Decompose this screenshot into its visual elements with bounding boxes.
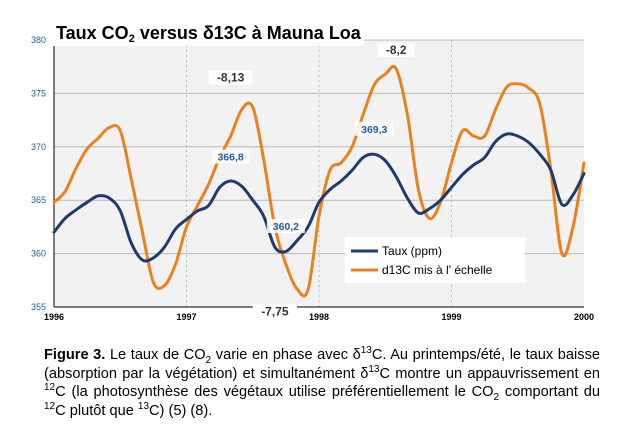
data-label: 369,3 bbox=[361, 124, 387, 136]
data-label: 360,2 bbox=[273, 221, 299, 233]
caption-text-2: varie en phase avec δ bbox=[211, 347, 361, 363]
data-label-background bbox=[211, 149, 250, 164]
data-label-background bbox=[378, 42, 415, 57]
caption-text-6: comportant du bbox=[499, 384, 600, 401]
data-label-background bbox=[355, 121, 394, 136]
axes: 355 360 365 370 375 380 1996 1997 1998 1999 2000 bbox=[31, 35, 594, 322]
x-tick-label: 1998 bbox=[309, 312, 329, 322]
caption-text-3: C. Au printemps/été, le taux baisse (abs… bbox=[44, 347, 600, 382]
figure-caption: Figure 3. Le taux de CO2 varie en phase … bbox=[44, 346, 600, 420]
x-tick-label: 1999 bbox=[441, 312, 461, 322]
y-tick-label: 370 bbox=[31, 142, 46, 152]
legend-box bbox=[345, 237, 525, 283]
chart-title-subscript: 2 bbox=[129, 33, 135, 45]
y-tick-label: 380 bbox=[31, 35, 46, 45]
chart-svg: 355 360 365 370 375 380 1996 1997 1998 1999 2000 -… bbox=[30, 19, 595, 322]
y-tick-label: 365 bbox=[31, 195, 46, 205]
caption-sup-3: 12 bbox=[44, 382, 56, 394]
data-label: -8,13 bbox=[217, 71, 245, 85]
caption-sup-1: 13 bbox=[360, 345, 372, 357]
svg-text:Taux CO2 versus δ13C à Mauna L: Taux CO2 versus δ13C à Mauna Loa bbox=[56, 23, 362, 45]
x-tick-label: 2000 bbox=[574, 312, 594, 322]
x-tick-label: 1996 bbox=[44, 312, 64, 322]
y-tick-label: 375 bbox=[31, 88, 46, 98]
x-tick-label: 1997 bbox=[176, 312, 196, 322]
data-label-background bbox=[208, 70, 253, 85]
legend: Taux (ppm) d13C mis à l' échelle bbox=[345, 237, 525, 283]
y-tick-label: 355 bbox=[31, 302, 46, 312]
caption-text-1: Le taux de CO bbox=[105, 347, 206, 363]
caption-text-4: C montre un appauvrissement en bbox=[379, 365, 600, 382]
legend-label-taux: Taux (ppm) bbox=[382, 244, 442, 258]
caption-sup-5: 13 bbox=[137, 400, 150, 412]
data-labels: -8,13 366,8 360,2 -7,75 369,3 -8,2 bbox=[208, 42, 415, 319]
series-lines bbox=[52, 64, 586, 298]
chart-title-text: Taux CO bbox=[56, 23, 129, 43]
chart-title-background bbox=[52, 19, 364, 46]
caption-label: Figure 3. bbox=[44, 347, 106, 363]
data-label-background bbox=[266, 219, 305, 234]
caption-text-5: C (la photosynthèse des végétaux utilise… bbox=[55, 384, 494, 401]
caption-sup-2: 13 bbox=[368, 363, 380, 375]
y-tick-label: 360 bbox=[31, 249, 46, 259]
series-line-d13c bbox=[52, 64, 586, 298]
caption-text-8: C) (5) (8). bbox=[149, 402, 213, 419]
chart-title: Taux CO2 versus δ13C à Mauna Loa bbox=[52, 19, 364, 46]
chart-title-rest: versus δ13C à Mauna Loa bbox=[135, 23, 362, 43]
data-label-background bbox=[252, 304, 297, 319]
caption-sub-1: 2 bbox=[205, 354, 212, 366]
data-label: 366,8 bbox=[217, 152, 243, 164]
caption-text-7: C plutôt que bbox=[55, 402, 138, 419]
data-label: -8,2 bbox=[386, 43, 407, 57]
caption-sub-2: 2 bbox=[493, 392, 500, 404]
series-line-taux bbox=[52, 132, 586, 263]
legend-label-d13c: d13C mis à l' échelle bbox=[382, 263, 493, 277]
data-label: -7,75 bbox=[261, 304, 289, 318]
caption-sup-4: 12 bbox=[44, 400, 56, 412]
chart: 355 360 365 370 375 380 1996 1997 1998 1999 2000 -… bbox=[30, 19, 595, 322]
